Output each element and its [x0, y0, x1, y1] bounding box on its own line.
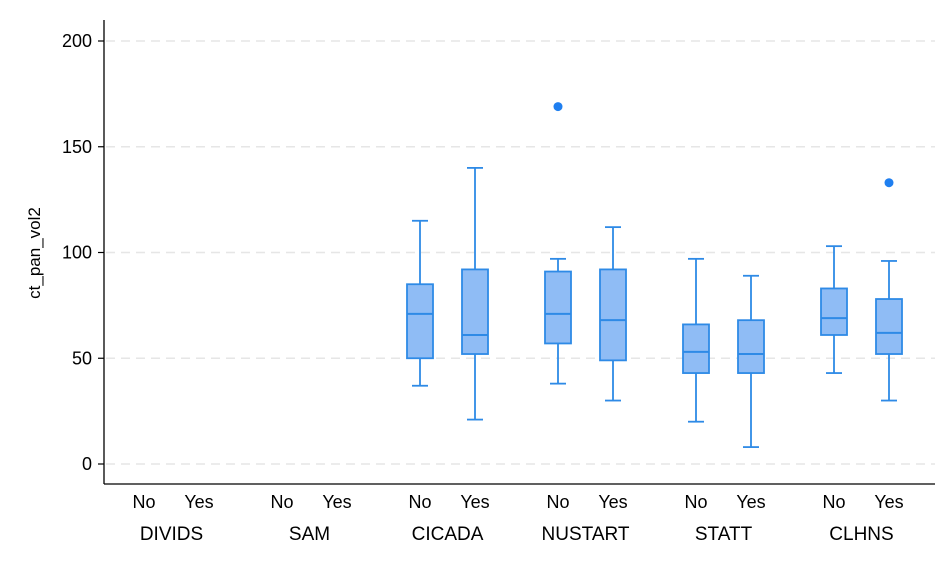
box-statt-no — [682, 257, 710, 423]
category-label: No — [408, 492, 431, 512]
category-label: No — [822, 492, 845, 512]
category-labels: DIVIDS No Yes SAM No Yes CICADA No Yes NUSTART No Y… — [132, 492, 903, 545]
category-label: Yes — [184, 492, 213, 512]
outlier-point — [884, 178, 894, 188]
y-tick-label: 150 — [62, 137, 92, 157]
box-clhns-yes — [875, 178, 903, 402]
box-nustart-no — [544, 102, 572, 385]
iqr-box — [544, 270, 572, 345]
box-nustart-yes — [599, 226, 627, 402]
group-label: DIVIDS — [140, 524, 203, 545]
box-cicada-no — [406, 219, 434, 387]
outlier-point — [553, 102, 563, 112]
group-label: NUSTART — [542, 524, 630, 545]
iqr-box — [461, 268, 489, 355]
box-clhns-no — [820, 245, 848, 374]
group-label: SAM — [289, 524, 330, 545]
box-cicada-yes — [461, 166, 489, 421]
y-tick-label: 200 — [62, 31, 92, 51]
y-axis-title: ct_pan_vol2 — [25, 207, 44, 299]
grid-lines — [106, 40, 935, 465]
boxes — [406, 102, 903, 448]
category-label: No — [684, 492, 707, 512]
iqr-box — [682, 323, 710, 374]
group-label: CICADA — [412, 524, 484, 545]
category-label: Yes — [460, 492, 489, 512]
iqr-box — [737, 319, 765, 374]
box-statt-yes — [737, 274, 765, 448]
iqr-box — [406, 283, 434, 360]
y-tick-label: 100 — [62, 243, 92, 263]
category-label: Yes — [322, 492, 351, 512]
category-label: Yes — [874, 492, 903, 512]
iqr-box — [599, 268, 627, 362]
iqr-box — [820, 287, 848, 336]
iqr-box — [875, 298, 903, 355]
y-tick-label: 0 — [82, 454, 92, 474]
category-label: No — [270, 492, 293, 512]
category-label: No — [132, 492, 155, 512]
category-label: Yes — [598, 492, 627, 512]
y-tick-label: 50 — [72, 348, 92, 368]
axes: 0 50 100 150 200 — [62, 20, 935, 485]
category-label: No — [546, 492, 569, 512]
category-label: Yes — [736, 492, 765, 512]
group-label: STATT — [695, 524, 753, 545]
group-label: CLHNS — [829, 524, 893, 545]
